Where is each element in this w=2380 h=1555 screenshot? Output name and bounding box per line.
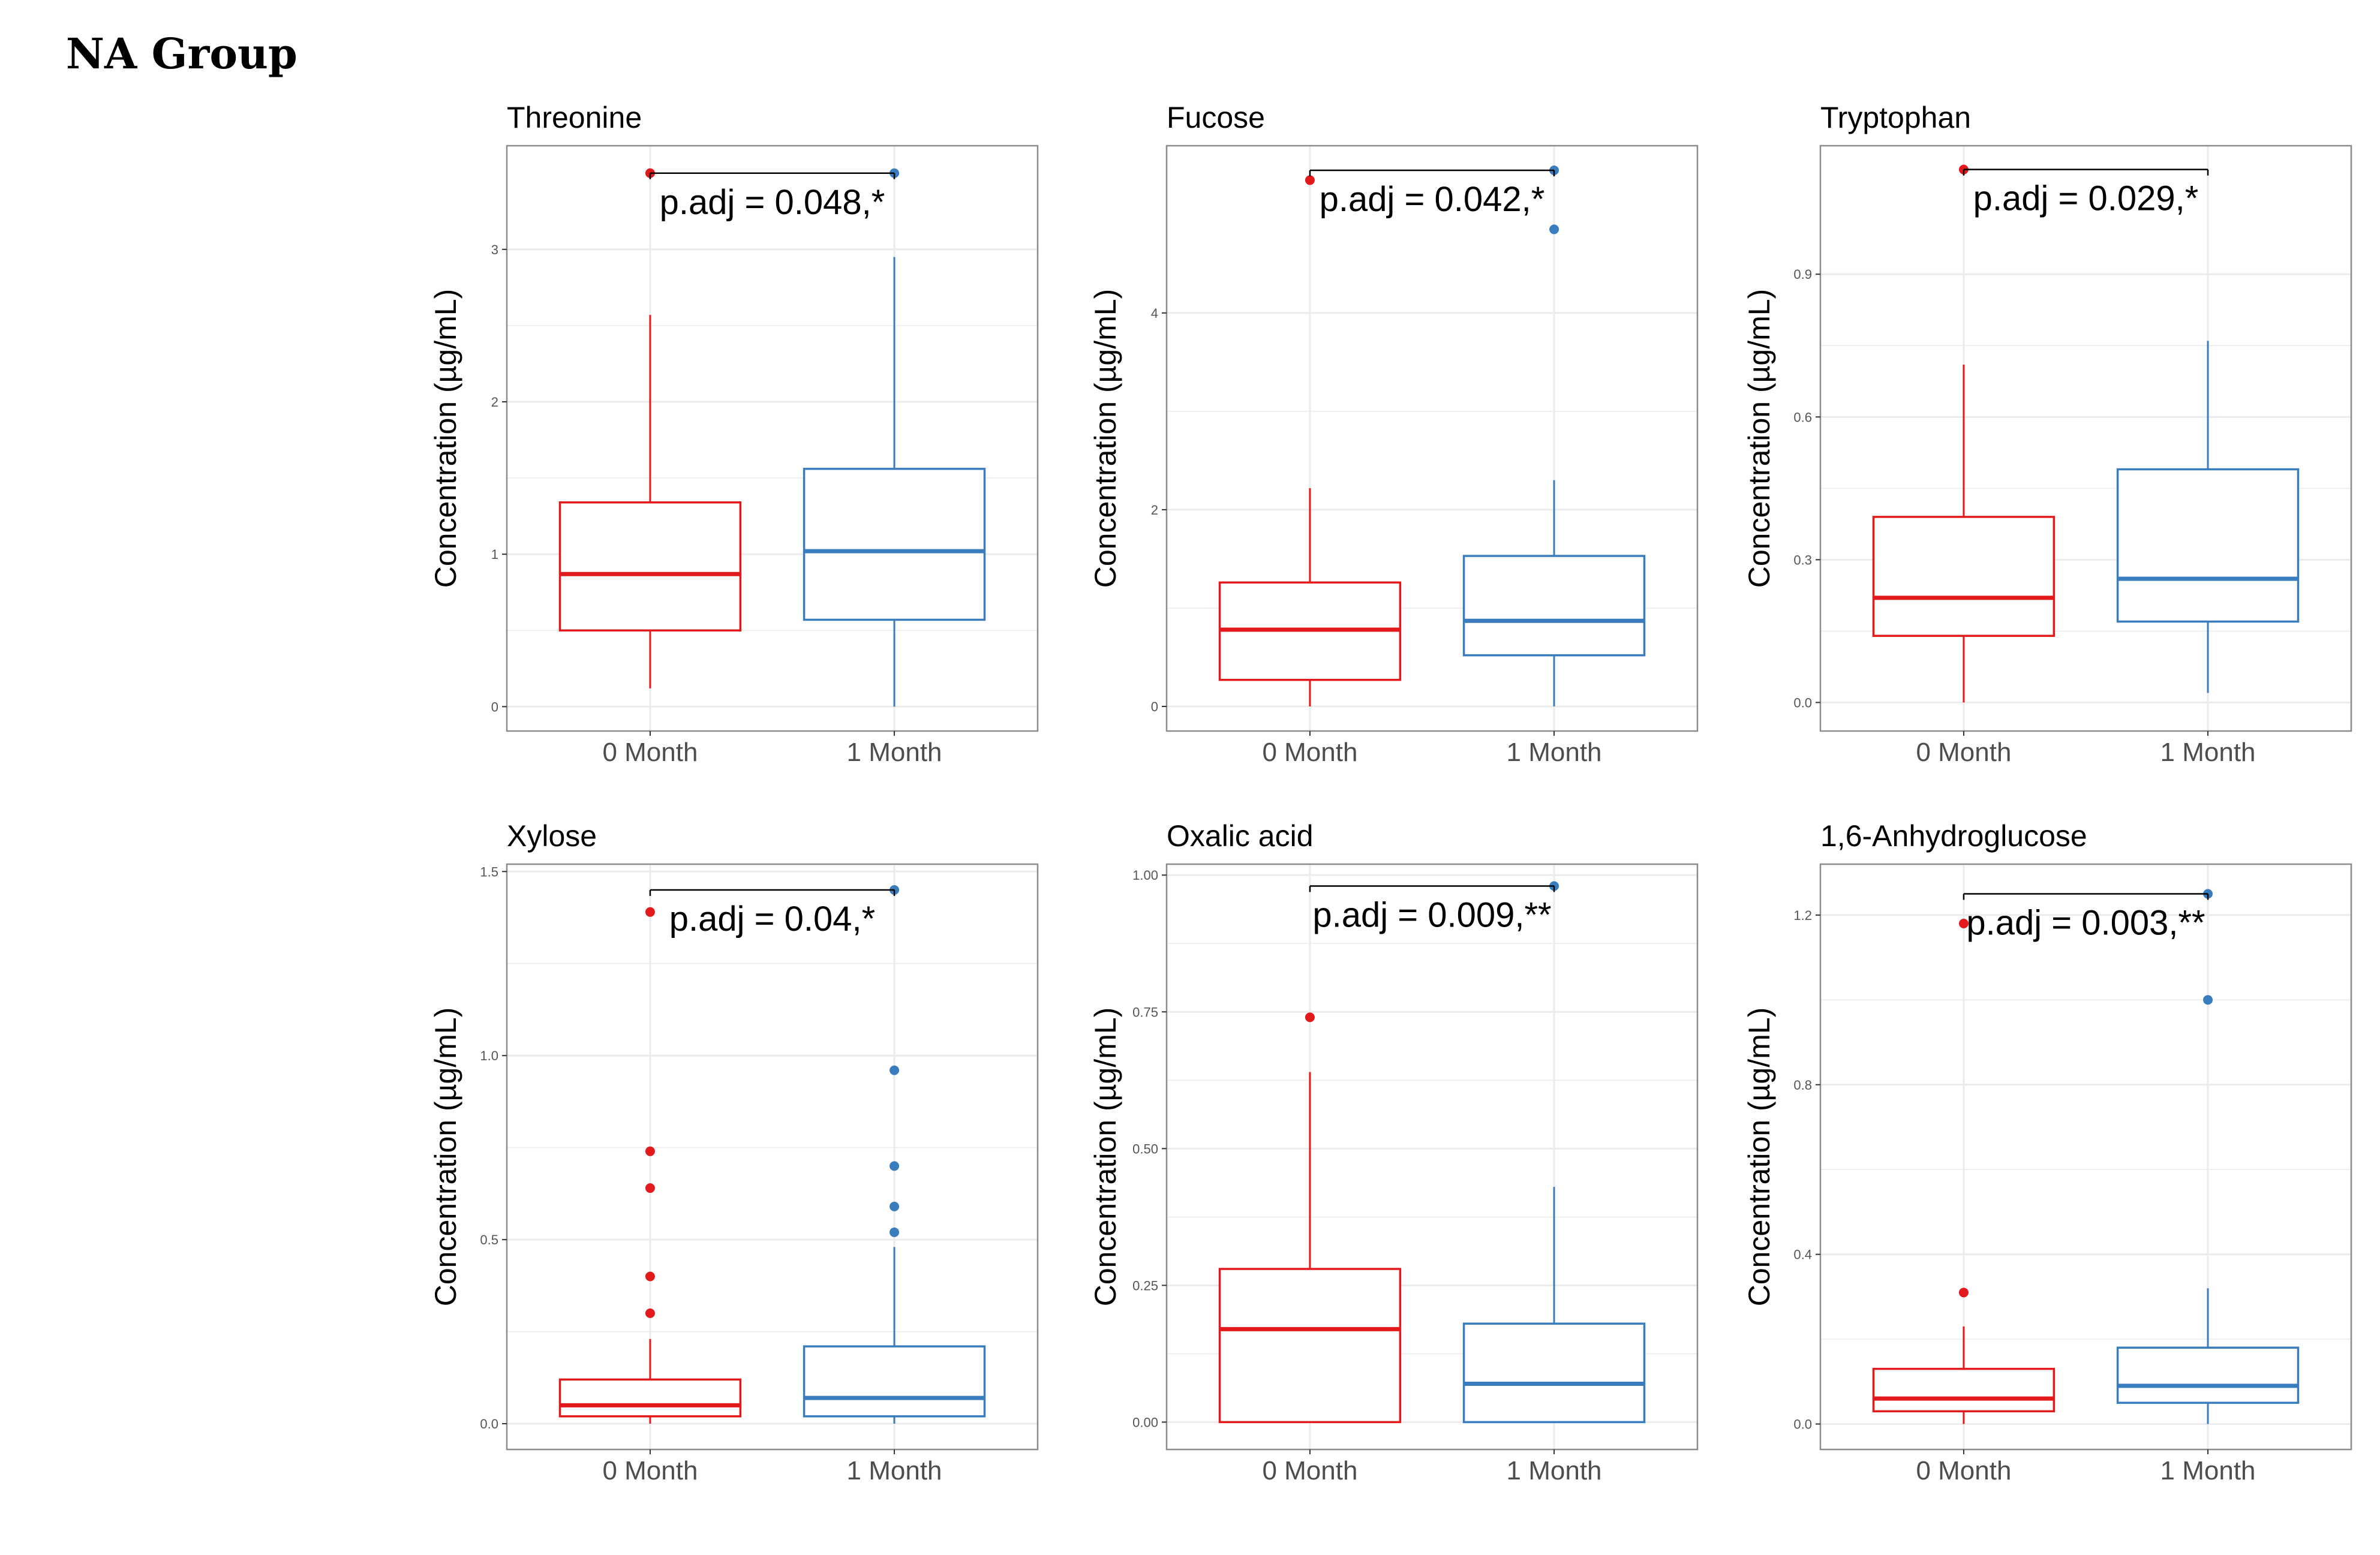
y-tick-label: 0 — [491, 699, 498, 714]
y-tick-label: 0.5 — [480, 1232, 498, 1247]
y-tick-label: 1.00 — [1132, 868, 1158, 883]
outlier-point — [645, 1271, 655, 1282]
y-tick-label: 1.2 — [1793, 908, 1812, 923]
y-axis-label: Concentration (µg/mL) — [429, 289, 462, 588]
x-tick-label: 0 Month — [1262, 1456, 1357, 1485]
box-iqr — [558, 1378, 742, 1418]
x-tick-label: 1 Month — [847, 738, 942, 767]
outlier-point — [890, 1227, 900, 1237]
box-iqr — [1462, 1322, 1646, 1424]
outlier-point — [645, 1308, 655, 1318]
y-axis-label: Concentration (µg/mL) — [1742, 289, 1776, 588]
panel-title: Threonine — [507, 101, 642, 134]
box-iqr — [558, 501, 742, 631]
y-tick-label: 4 — [1151, 306, 1158, 321]
panel-border — [1165, 863, 1699, 1451]
y-tick-label: 0.3 — [1793, 552, 1812, 567]
x-tick-label: 0 Month — [602, 738, 698, 767]
box-iqr — [2116, 1346, 2300, 1404]
box-iqr — [1462, 555, 1646, 657]
outlier-point — [645, 907, 655, 917]
significance-label: p.adj = 0.003,** — [1966, 904, 2205, 943]
y-axis-label: Concentration (µg/mL) — [429, 1007, 462, 1306]
x-tick-label: 0 Month — [1916, 1456, 2011, 1485]
outlier-point — [1549, 224, 1559, 234]
x-tick-label: 0 Month — [1262, 738, 1357, 767]
y-tick-label: 2 — [1151, 503, 1158, 518]
y-tick-label: 0 — [1151, 699, 1158, 714]
y-tick-label: 0.50 — [1132, 1141, 1158, 1156]
y-tick-label: 0.8 — [1793, 1078, 1812, 1093]
y-axis-label: Concentration (µg/mL) — [1089, 289, 1122, 588]
y-tick-label: 3 — [491, 242, 498, 257]
x-tick-label: 0 Month — [602, 1456, 698, 1485]
page-title: NA Group — [66, 29, 298, 79]
y-tick-label: 0.0 — [480, 1416, 498, 1431]
outlier-point — [890, 1161, 900, 1171]
y-tick-label: 1.5 — [480, 864, 498, 879]
panel-border — [506, 145, 1039, 732]
box-iqr — [1218, 1268, 1402, 1424]
significance-label: p.adj = 0.048,* — [660, 183, 885, 222]
y-axis-label: Concentration (µg/mL) — [1089, 1007, 1122, 1306]
box-iqr — [1872, 516, 2056, 637]
box-iqr — [1872, 1367, 2056, 1413]
outlier-point — [1958, 919, 1969, 929]
significance-label: p.adj = 0.042,* — [1320, 180, 1545, 219]
panel-border — [1165, 145, 1699, 732]
panel-border — [1819, 145, 2352, 732]
outlier-point — [890, 1065, 900, 1075]
panel-border — [1819, 863, 2352, 1451]
box-iqr — [803, 1345, 986, 1418]
outlier-point — [1305, 1012, 1315, 1022]
box-iqr — [2116, 468, 2300, 623]
y-tick-label: 0.25 — [1132, 1278, 1158, 1293]
box-iqr — [803, 468, 986, 621]
plot-panel — [507, 146, 1038, 731]
y-tick-label: 2 — [491, 395, 498, 410]
x-tick-label: 1 Month — [2160, 738, 2256, 767]
x-tick-label: 0 Month — [1916, 738, 2011, 767]
y-tick-label: 0.00 — [1132, 1415, 1158, 1430]
outlier-point — [890, 1201, 900, 1211]
y-tick-label: 0.6 — [1793, 410, 1812, 425]
x-tick-label: 1 Month — [847, 1456, 942, 1485]
panel-title: Xylose — [507, 819, 597, 853]
panel-title: Oxalic acid — [1167, 819, 1314, 853]
significance-label: p.adj = 0.009,** — [1312, 895, 1551, 934]
y-tick-label: 0.4 — [1793, 1247, 1812, 1262]
y-tick-label: 0.9 — [1793, 267, 1812, 282]
y-tick-label: 0.0 — [1793, 695, 1812, 710]
y-tick-label: 0.0 — [1793, 1417, 1812, 1432]
x-tick-label: 1 Month — [1507, 738, 1602, 767]
panel-title: Fucose — [1167, 101, 1265, 134]
y-axis-label: Concentration (µg/mL) — [1742, 1007, 1776, 1306]
panel-border — [506, 863, 1039, 1451]
y-tick-label: 1 — [491, 547, 498, 562]
y-tick-label: 0.75 — [1132, 1004, 1158, 1019]
y-tick-label: 1.0 — [480, 1048, 498, 1063]
outlier-point — [1305, 175, 1315, 185]
outlier-point — [645, 1146, 655, 1156]
outlier-point — [2203, 995, 2213, 1005]
panel-title: Tryptophan — [1820, 101, 1971, 134]
outlier-point — [645, 1183, 655, 1193]
x-tick-label: 1 Month — [2160, 1456, 2256, 1485]
outlier-point — [1958, 1288, 1969, 1298]
plot-panel — [1820, 146, 2351, 731]
x-tick-label: 1 Month — [1507, 1456, 1602, 1485]
significance-label: p.adj = 0.029,* — [1973, 179, 2199, 218]
panel-title: 1,6-Anhydroglucose — [1820, 819, 2087, 853]
significance-label: p.adj = 0.04,* — [669, 900, 875, 939]
